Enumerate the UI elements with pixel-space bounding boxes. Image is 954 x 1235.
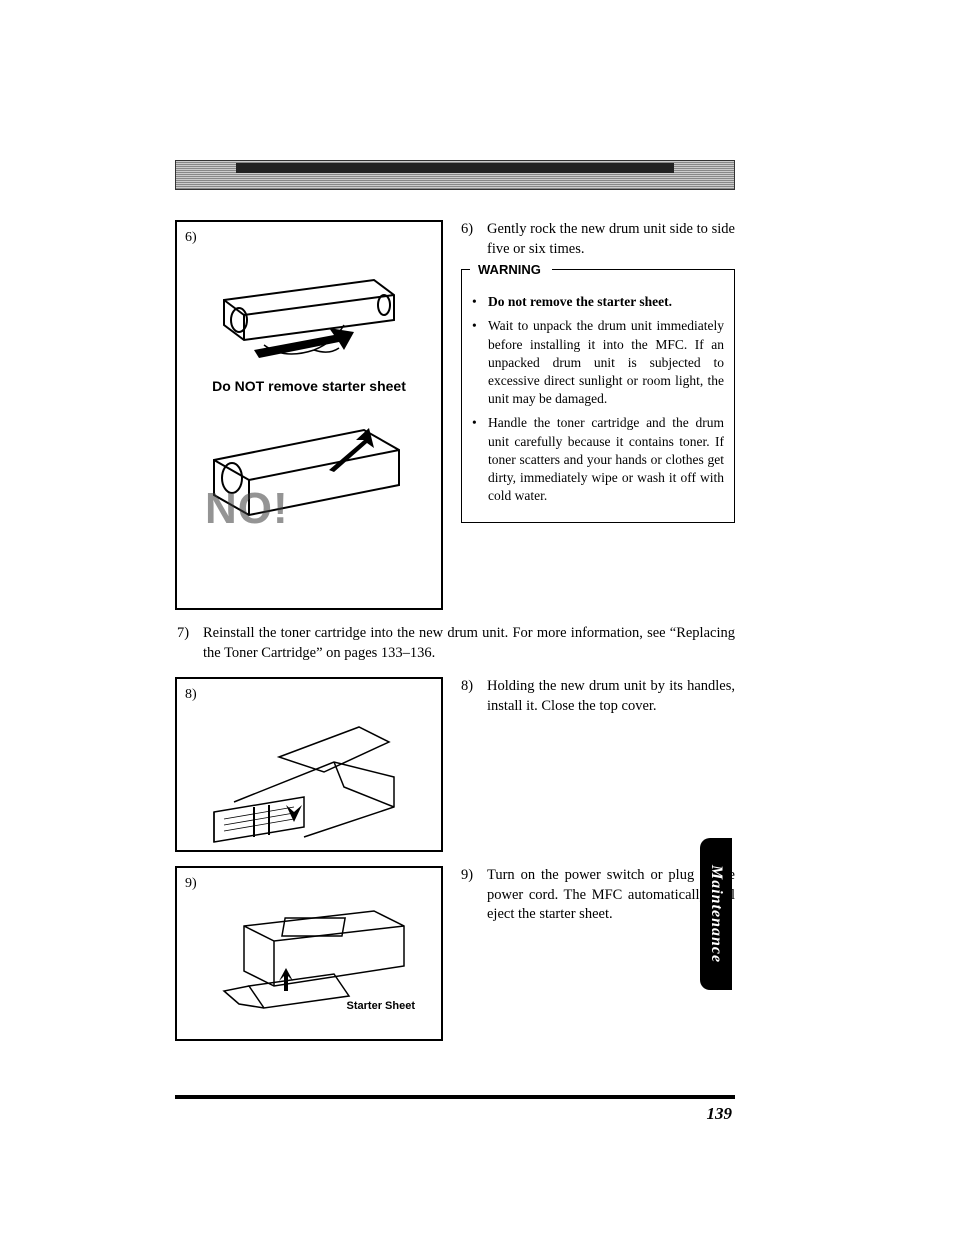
figure-8: 8) (175, 677, 443, 852)
step-6-num: 6) (461, 220, 481, 259)
figure-6-number: 6) (185, 230, 433, 246)
warning-item-2: • Wait to unpack the drum unit immediate… (472, 317, 724, 408)
step-9-text: Turn on the power switch or plug in the … (487, 866, 735, 925)
figure-6-caption: Do NOT remove starter sheet (185, 378, 433, 394)
figure-9-number: 9) (185, 876, 433, 892)
bullet-icon: • (472, 414, 482, 505)
step-8-text: Holding the new drum unit by its handles… (487, 677, 735, 716)
step-7-text: Reinstall the toner cartridge into the n… (203, 624, 735, 663)
figure-9: 9) Starter Sheet (175, 866, 443, 1041)
page-content: 6) (175, 160, 735, 1055)
bullet-icon: • (472, 317, 482, 408)
step-6-text: Gently rock the new drum unit side to si… (487, 220, 735, 259)
warning-item-3-text: Handle the toner cartridge and the drum … (488, 414, 724, 505)
row-step6: 6) (175, 220, 735, 610)
page-number: 139 (707, 1104, 733, 1124)
figure-8-illustration (185, 707, 433, 847)
step-9: 9) Turn on the power switch or plug in t… (461, 866, 735, 925)
side-tab-label: Maintenance (707, 865, 725, 963)
warning-item-3: • Handle the toner cartridge and the dru… (472, 414, 724, 505)
row-step9: 9) Starter Sheet 9) (175, 866, 735, 1041)
step9-col: 9) Turn on the power switch or plug in t… (461, 866, 735, 935)
warning-item-1: • Do not remove the starter sheet. (472, 293, 724, 311)
eject-sheet-icon (194, 896, 424, 1016)
no-overlay-text: NO! (205, 484, 289, 534)
side-tab-maintenance: Maintenance (700, 838, 732, 990)
step-7-num: 7) (177, 624, 197, 663)
install-drum-icon (194, 707, 424, 847)
step-9-num: 9) (461, 866, 481, 925)
drum-rock-icon (194, 250, 424, 370)
warning-box: WARNING • Do not remove the starter shee… (461, 269, 735, 522)
figure-6-bottom-illustration: NO! (185, 400, 433, 550)
step6-and-warning: 6) Gently rock the new drum unit side to… (461, 220, 735, 523)
step-8-num: 8) (461, 677, 481, 716)
warning-title: WARNING (474, 261, 545, 279)
warning-item-2-text: Wait to unpack the drum unit immediately… (488, 317, 724, 408)
figure-9-illustration (185, 896, 433, 1016)
row-step8: 8) 8) Holdi (175, 677, 735, 852)
step8-col: 8) Holding the new drum unit by its hand… (461, 677, 735, 726)
header-band (175, 160, 735, 190)
step-7: 7) Reinstall the toner cartridge into th… (175, 624, 735, 663)
footer-rule (175, 1095, 735, 1099)
step-8: 8) Holding the new drum unit by its hand… (461, 677, 735, 716)
figure-8-number: 8) (185, 687, 433, 703)
step-6: 6) Gently rock the new drum unit side to… (461, 220, 735, 259)
figure-6: 6) (175, 220, 443, 610)
figure-6-top-illustration (185, 250, 433, 370)
bullet-icon: • (472, 293, 482, 311)
warning-item-1-bold: Do not remove the starter sheet. (488, 294, 672, 309)
